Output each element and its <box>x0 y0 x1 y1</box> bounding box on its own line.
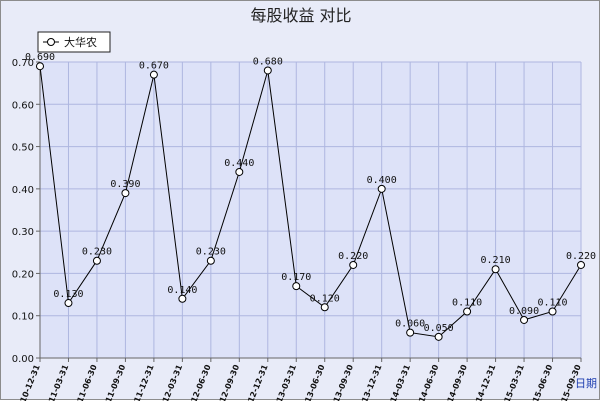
data-point <box>520 315 529 324</box>
y-tick-label: 0.00 <box>12 354 34 365</box>
x-tick-label: 2014-09-30 <box>441 363 469 401</box>
x-tick-label: 2014-12-31 <box>470 363 498 401</box>
data-point <box>491 265 500 274</box>
y-tick-label: 0.10 <box>12 312 34 323</box>
data-point <box>121 189 130 198</box>
data-label: 0.060 <box>395 319 425 330</box>
data-label: 0.230 <box>196 247 226 258</box>
data-point <box>149 70 158 79</box>
data-label: 0.670 <box>139 61 169 72</box>
y-tick-label: 0.30 <box>12 227 34 238</box>
data-point <box>235 167 244 176</box>
x-tick-label: 2011-06-30 <box>71 363 99 401</box>
data-point <box>434 332 443 341</box>
data-label: 0.050 <box>424 323 454 334</box>
x-tick-label: 2011-03-31 <box>43 363 71 401</box>
data-point <box>178 294 187 303</box>
data-label: 0.110 <box>452 297 482 308</box>
x-tick-label: 2012-12-31 <box>242 363 270 401</box>
x-tick-label: 2013-09-30 <box>328 363 356 401</box>
data-point <box>263 66 272 75</box>
x-tick-label: 2012-09-30 <box>214 363 242 401</box>
series-line <box>39 66 582 338</box>
x-tick-label: 2015-06-30 <box>527 363 555 401</box>
x-tick-label: 2010-12-31 <box>14 363 42 401</box>
data-label: 0.440 <box>224 158 254 169</box>
data-point <box>406 328 415 337</box>
data-label: 0.170 <box>281 272 311 283</box>
legend-box <box>37 31 111 53</box>
data-label: 0.390 <box>110 179 140 190</box>
data-point <box>320 303 329 312</box>
data-label: 0.130 <box>53 289 83 300</box>
x-tick-label: 2014-06-30 <box>413 363 441 401</box>
data-point <box>36 62 44 71</box>
y-tick-label: 0.20 <box>12 269 34 280</box>
legend: 大华农 <box>37 31 111 53</box>
legend-label: 大华农 <box>64 35 97 49</box>
data-label: 0.140 <box>167 285 197 296</box>
chart-title: 每股收益 对比 <box>250 6 351 25</box>
x-axis-title: 日期 <box>575 377 597 390</box>
data-label: 0.690 <box>25 52 55 63</box>
x-tick-label: 2012-03-31 <box>157 363 185 401</box>
data-point <box>577 260 585 269</box>
data-point <box>206 256 215 265</box>
plot-area <box>40 62 581 358</box>
data-point <box>548 307 557 316</box>
data-point <box>64 299 73 308</box>
data-label: 0.210 <box>481 255 511 266</box>
x-tick-label: 2014-03-31 <box>384 363 412 401</box>
data-point <box>349 260 358 269</box>
x-tick-label: 2015-03-31 <box>498 363 526 401</box>
data-point <box>92 256 101 265</box>
x-tick-label: 2013-06-30 <box>299 363 327 401</box>
data-point <box>292 282 301 291</box>
x-tick-label: 2012-06-30 <box>185 363 213 401</box>
x-tick-label: 2013-03-31 <box>271 363 299 401</box>
data-label: 0.120 <box>310 293 340 304</box>
data-label: 0.110 <box>537 297 567 308</box>
data-label: 0.680 <box>253 56 283 67</box>
data-label: 0.400 <box>367 175 397 186</box>
y-tick-label: 0.50 <box>12 143 34 154</box>
y-tick-label: 0.40 <box>12 185 34 196</box>
data-label: 0.230 <box>82 247 112 258</box>
data-point <box>377 184 386 193</box>
y-tick-label: 0.60 <box>12 100 34 111</box>
data-point <box>463 307 472 316</box>
data-label: 0.090 <box>509 306 539 317</box>
data-label: 0.220 <box>338 251 368 262</box>
legend-marker-swatch <box>47 38 55 46</box>
data-label: 0.220 <box>566 251 596 262</box>
x-tick-label: 2011-12-31 <box>128 363 156 401</box>
y-tick-label: 0.70 <box>12 58 34 69</box>
x-tick-label: 2013-12-31 <box>356 363 384 401</box>
x-tick-label: 2011-09-30 <box>100 363 128 401</box>
